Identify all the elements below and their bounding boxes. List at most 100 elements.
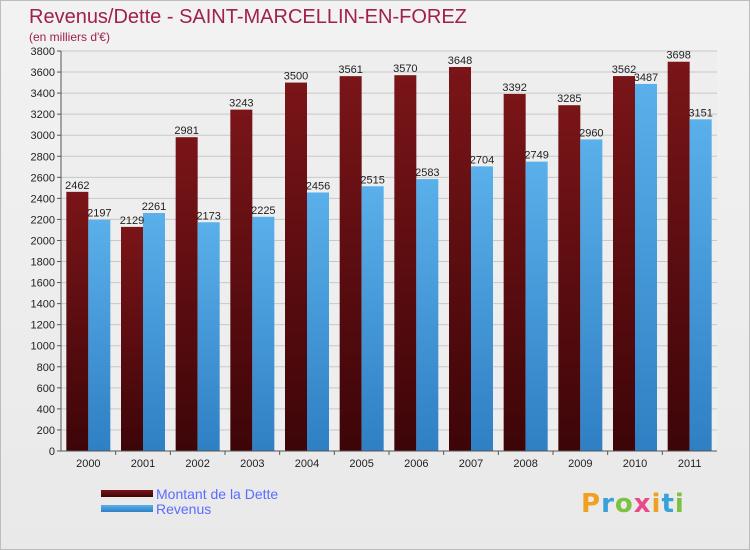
bar-dette bbox=[121, 226, 143, 451]
value-label: 2129 bbox=[120, 215, 144, 227]
x-tick-label: 2010 bbox=[623, 458, 647, 470]
bar-revenus bbox=[525, 161, 548, 451]
value-label: 2960 bbox=[579, 127, 603, 139]
bar-revenus bbox=[580, 139, 603, 451]
x-tick-label: 2002 bbox=[185, 458, 209, 470]
bar-revenus bbox=[361, 186, 384, 451]
y-tick-label: 1400 bbox=[31, 299, 55, 311]
bar-dette bbox=[613, 76, 635, 451]
logo-letter: i bbox=[651, 489, 662, 519]
y-tick-label: 0 bbox=[49, 446, 55, 458]
x-tick-label: 2001 bbox=[131, 458, 155, 470]
y-tick-label: 2800 bbox=[31, 151, 55, 163]
value-label: 2515 bbox=[360, 174, 384, 186]
y-tick-label: 2000 bbox=[31, 235, 55, 247]
legend-swatch-dette bbox=[101, 490, 153, 497]
bar-revenus bbox=[635, 83, 657, 452]
bar-revenus bbox=[471, 166, 493, 452]
value-label: 2704 bbox=[470, 154, 494, 166]
x-tick-label: 2003 bbox=[240, 458, 264, 470]
bar-dette bbox=[175, 137, 198, 452]
y-tick-label: 2400 bbox=[31, 193, 55, 205]
legend-label-revenus: Revenus bbox=[156, 501, 212, 517]
value-label: 2173 bbox=[196, 210, 220, 222]
y-tick-label: 3600 bbox=[31, 67, 55, 79]
x-tick-label: 2006 bbox=[404, 458, 428, 470]
logo-letter: o bbox=[614, 489, 634, 519]
bar-revenus bbox=[88, 219, 111, 451]
y-tick-label: 2200 bbox=[31, 214, 55, 226]
value-label: 3392 bbox=[502, 82, 526, 94]
value-label: 3570 bbox=[393, 63, 417, 75]
y-tick-label: 1000 bbox=[31, 341, 55, 353]
value-label: 3285 bbox=[557, 93, 581, 105]
chart-title: Revenus/Dette - SAINT-MARCELLIN-EN-FOREZ bbox=[29, 6, 467, 28]
legend-label-dette: Montant de la Dette bbox=[156, 486, 279, 502]
chart-subtitle: (en milliers d'€) bbox=[29, 30, 110, 44]
y-tick-label: 3800 bbox=[31, 46, 55, 58]
value-label: 3648 bbox=[448, 55, 472, 67]
value-label: 2981 bbox=[174, 125, 198, 137]
bar-dette bbox=[394, 75, 417, 452]
plot-area bbox=[61, 51, 717, 451]
logo-letter: i bbox=[674, 489, 685, 519]
value-label: 2225 bbox=[251, 205, 275, 217]
value-label: 2749 bbox=[524, 150, 548, 162]
x-tick-label: 2011 bbox=[678, 458, 702, 470]
logo-letter: t bbox=[661, 489, 675, 519]
bar-revenus bbox=[143, 213, 165, 451]
value-labels-layer: 2462 2197 2129 2261 2981 2173 3243 2225 3500 2456… bbox=[65, 50, 713, 227]
x-tick-label: 2008 bbox=[513, 458, 537, 470]
value-label: 3487 bbox=[634, 72, 658, 84]
bar-revenus bbox=[197, 222, 220, 451]
x-tick-label: 2000 bbox=[76, 458, 100, 470]
value-label: 3561 bbox=[338, 64, 362, 76]
x-tick-label: 2004 bbox=[295, 458, 319, 470]
value-label: 2462 bbox=[65, 180, 89, 192]
y-tick-label: 1600 bbox=[31, 278, 55, 290]
y-tick-label: 600 bbox=[37, 383, 55, 395]
y-tick-label: 3000 bbox=[31, 130, 55, 142]
y-tick-label: 2600 bbox=[31, 172, 55, 184]
grid-layer bbox=[61, 50, 717, 452]
y-tick-label: 800 bbox=[37, 362, 55, 374]
bar-dette bbox=[558, 105, 581, 452]
bar-dette bbox=[285, 82, 307, 451]
bar-dette bbox=[66, 191, 89, 451]
bar-dette bbox=[449, 67, 471, 451]
logo-letter: x bbox=[633, 489, 652, 519]
bar-revenus bbox=[416, 179, 439, 451]
value-label: 3562 bbox=[612, 64, 636, 76]
x-tick-label: 2005 bbox=[349, 458, 373, 470]
value-label: 3151 bbox=[688, 107, 712, 119]
value-label: 3698 bbox=[666, 50, 690, 62]
logo-letter: r bbox=[601, 489, 615, 519]
y-tick-label: 1200 bbox=[31, 320, 55, 332]
y-tick-label: 200 bbox=[37, 425, 55, 437]
y-tick-label: 3200 bbox=[31, 109, 55, 121]
y-tick-label: 1800 bbox=[31, 257, 55, 269]
bar-revenus bbox=[307, 192, 329, 451]
bar-dette bbox=[339, 76, 362, 451]
x-tick-label: 2007 bbox=[459, 458, 483, 470]
y-tick-label: 3400 bbox=[31, 88, 55, 100]
axis-layer: 0 200 400 600 800 1000 1200 1400 1600 1800 2000 220… bbox=[31, 46, 717, 470]
bar-dette bbox=[667, 61, 690, 451]
bars-layer bbox=[66, 61, 712, 452]
bar-dette bbox=[503, 93, 526, 452]
proxiti-logo: Proxiti bbox=[581, 489, 685, 519]
bar-revenus bbox=[252, 216, 275, 451]
value-label: 2197 bbox=[87, 208, 111, 220]
value-label: 3500 bbox=[284, 71, 308, 83]
bar-revenus bbox=[689, 119, 712, 451]
bar-dette bbox=[230, 109, 253, 451]
y-tick-label: 400 bbox=[37, 404, 55, 416]
value-label: 3243 bbox=[229, 98, 253, 110]
x-tick-label: 2009 bbox=[568, 458, 592, 470]
legend-swatch-revenus bbox=[101, 505, 153, 512]
value-label: 2583 bbox=[415, 167, 439, 179]
value-label: 2456 bbox=[306, 180, 330, 192]
logo-letter: P bbox=[581, 489, 602, 519]
